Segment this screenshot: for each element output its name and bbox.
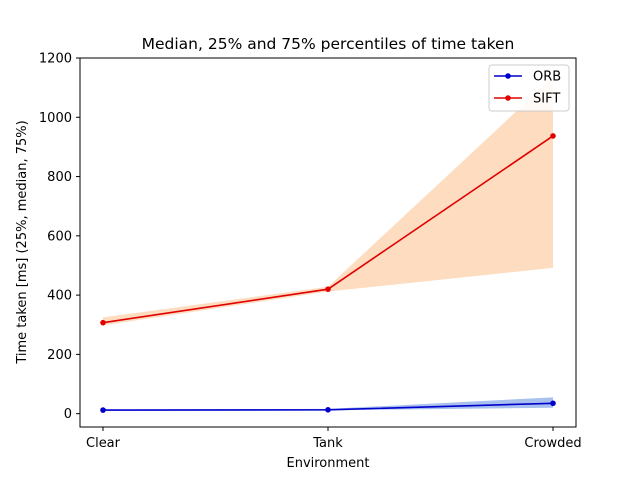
x-tick-label: Tank (312, 436, 343, 451)
legend-marker-sift (505, 95, 511, 101)
legend-marker-orb (505, 73, 511, 79)
y-tick-label: 1000 (39, 111, 72, 126)
orb-point-crowded (550, 400, 556, 407)
sift-point-tank (325, 286, 331, 292)
x-tick-label: Crowded (524, 436, 581, 451)
y-tick-label: 800 (47, 170, 72, 185)
x-axis-ticks: Clear Tank Crowded (86, 427, 582, 451)
y-tick-label: 200 (47, 348, 72, 363)
legend: ORB SIFT (488, 64, 570, 112)
sift-point-crowded (550, 133, 556, 139)
legend-label-sift: SIFT (533, 92, 560, 107)
y-axis-ticks: 0 200 400 600 800 1000 1200 (39, 52, 80, 422)
y-tick-label: 600 (47, 229, 72, 244)
legend-label-orb: ORB (533, 70, 561, 85)
orb-percentile-band (103, 397, 553, 411)
x-axis-label: Environment (286, 456, 369, 471)
y-axis-label: Time taken [ms] (25%, median, 75%) (15, 120, 30, 364)
orb-point-tank (325, 407, 331, 413)
x-tick-label: Clear (86, 436, 121, 451)
y-tick-label: 400 (47, 289, 72, 304)
median-points (100, 133, 556, 413)
chart-title: Median, 25% and 75% percentiles of time … (142, 35, 515, 53)
sift-percentile-band (103, 77, 553, 326)
y-tick-label: 1200 (39, 52, 72, 67)
orb-point-clear (100, 407, 106, 413)
sift-point-clear (100, 319, 106, 326)
y-tick-label: 0 (64, 407, 72, 422)
percentile-bands (103, 77, 553, 411)
